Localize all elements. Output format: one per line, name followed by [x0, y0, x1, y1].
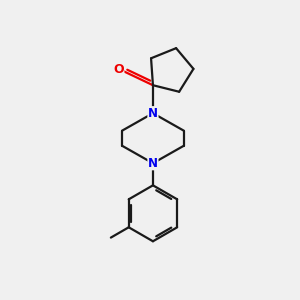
- Text: N: N: [148, 157, 158, 170]
- Text: N: N: [148, 107, 158, 120]
- Text: O: O: [113, 62, 124, 76]
